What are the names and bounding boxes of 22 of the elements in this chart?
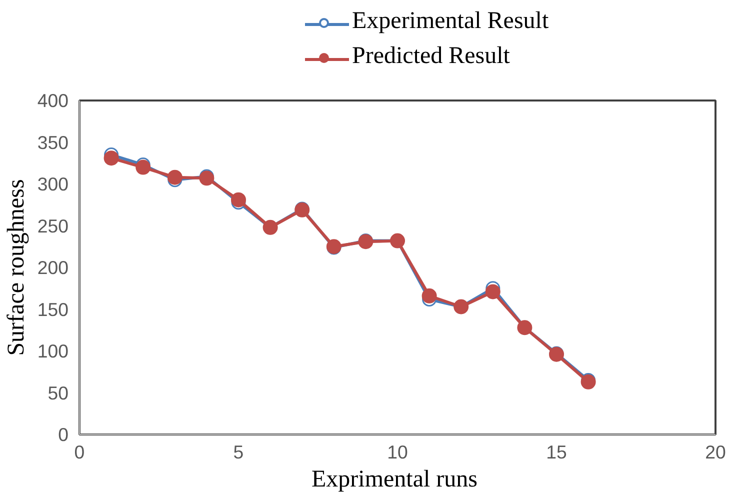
x-tick-label: 10: [387, 442, 408, 462]
x-tick-label: 5: [233, 442, 244, 462]
y-axis-title: Surface roughness: [3, 179, 30, 356]
y-tick-label: 50: [48, 382, 69, 404]
y-tick-label: 300: [37, 174, 69, 194]
y-tick-label: 350: [37, 132, 69, 153]
x-tick-label: 20: [705, 442, 726, 462]
point: [422, 288, 437, 304]
y-tick-label: 150: [37, 298, 69, 320]
y-tick-label: 400: [37, 90, 69, 111]
y-tick-label: 200: [37, 257, 69, 278]
point: [485, 284, 500, 300]
point: [104, 150, 119, 166]
legend-label: Predicted Result: [352, 43, 510, 69]
y-tick-label: 0: [58, 424, 69, 445]
x-axis-title: Exprimental runs: [312, 466, 478, 492]
y-tick-label: 250: [37, 215, 69, 236]
x-tick-label: 0: [74, 442, 85, 462]
y-tick-label: 100: [37, 340, 69, 362]
point: [167, 170, 182, 185]
x-tick-label: 15: [546, 442, 567, 462]
legend-label: Experimental Result: [352, 8, 549, 34]
